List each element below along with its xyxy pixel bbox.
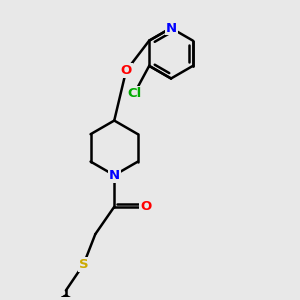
Text: O: O (120, 64, 132, 77)
Text: Cl: Cl (127, 87, 142, 100)
Text: S: S (79, 258, 88, 271)
Text: N: N (109, 169, 120, 182)
Text: N: N (166, 22, 177, 34)
Text: O: O (140, 200, 152, 213)
